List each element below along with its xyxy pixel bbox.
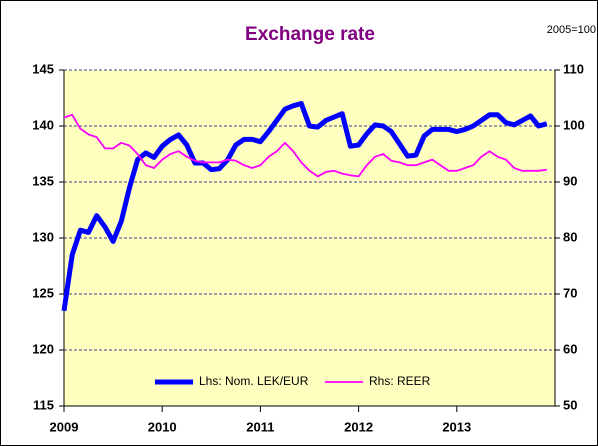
- y2-tick-label: 90: [563, 173, 577, 188]
- y-tick-label: 135: [32, 173, 54, 188]
- y-tick-label: 125: [32, 285, 54, 300]
- chart-title: Exchange rate: [245, 24, 375, 45]
- y2-tick-label: 50: [563, 397, 577, 412]
- y2-tick-label: 80: [563, 229, 577, 244]
- x-tick-label: 2010: [148, 419, 177, 434]
- x-tick-label: 2013: [442, 419, 471, 434]
- y2-tick-label: 110: [563, 61, 584, 76]
- y-tick-label: 140: [32, 117, 54, 132]
- y-tick-label: 130: [32, 229, 54, 244]
- y2-tick-label: 100: [563, 117, 585, 132]
- x-tick-label: 2009: [50, 419, 79, 434]
- y-tick-label: 120: [32, 341, 54, 356]
- y2-tick-label: 70: [563, 285, 577, 300]
- line-series: [61, 101, 548, 312]
- x-tick-label: 2011: [246, 419, 274, 434]
- x-tick-label: 2012: [344, 419, 373, 434]
- y-tick-label: 145: [32, 61, 54, 76]
- line-series: [63, 113, 547, 178]
- annotation: 2005=100: [547, 24, 596, 36]
- y2-tick-label: 60: [563, 341, 577, 356]
- legend-label: Rhs: REER: [369, 374, 431, 388]
- legend-label: Lhs: Nom. LEK/EUR: [199, 374, 309, 388]
- y-tick-label: 115: [33, 397, 54, 412]
